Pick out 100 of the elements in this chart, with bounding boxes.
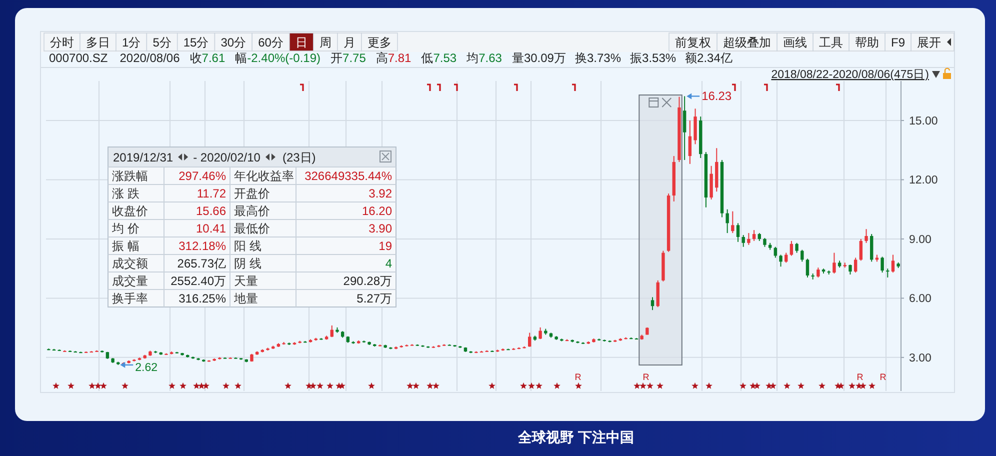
- text: 帮助: [854, 36, 879, 50]
- text: 高: [376, 51, 388, 65]
- annotation: (23日): [282, 150, 316, 164]
- annotation: 振 幅: [112, 239, 140, 253]
- annotation: 换手率: [112, 292, 148, 306]
- annotation: 3.90: [368, 222, 392, 236]
- candlestick: [795, 242, 798, 254]
- annotation: 最高价: [234, 204, 270, 218]
- text: 均: [466, 51, 479, 65]
- annotation: 收盘价: [112, 204, 148, 218]
- candlestick: [790, 240, 794, 256]
- chart-subtitle: 2018/08/22-2020/08/06(475日): [771, 68, 930, 81]
- candlestick: [880, 256, 884, 274]
- annotation: R: [642, 372, 650, 382]
- annotation: 10.41: [196, 222, 226, 236]
- text: 振3.53%: [630, 51, 676, 65]
- text: 7.63: [478, 51, 502, 65]
- y-tick-label: 6.00: [909, 293, 932, 306]
- candlestick: [806, 258, 810, 278]
- candlestick: [779, 254, 782, 268]
- text: 月: [343, 36, 356, 50]
- text: 低: [421, 51, 434, 65]
- text: 工具: [818, 36, 843, 50]
- annotation: 2019/12/31: [113, 150, 174, 164]
- annotation: 297.46%: [178, 169, 226, 183]
- candlestick: [870, 234, 874, 262]
- annotation: R: [856, 372, 864, 382]
- text: 7.61: [202, 51, 226, 65]
- text: 15分: [183, 36, 209, 50]
- text: 画线: [782, 36, 807, 50]
- y-tick-label: 15.00: [909, 115, 938, 128]
- text: 30分: [220, 36, 246, 50]
- annotation: 312.18%: [178, 239, 226, 253]
- text: 周: [319, 36, 332, 50]
- annotation: 11.72: [196, 186, 226, 200]
- annotation: 2552.40万: [170, 274, 226, 288]
- y-tick-label: 9.00: [909, 234, 932, 246]
- y-tick-label: 12.00: [909, 174, 938, 187]
- annotation: 15.66: [196, 204, 226, 218]
- annotation: 265.73亿: [177, 256, 226, 270]
- text: 分时: [50, 36, 74, 50]
- candlestick: [816, 267, 820, 278]
- candlestick: [891, 254, 895, 274]
- candlestick: [710, 165, 713, 200]
- text: 全球视野 下注中国: [517, 429, 634, 445]
- annotation: 阴 线: [234, 256, 262, 270]
- annotation: 均 价: [111, 222, 140, 236]
- candlestick: [650, 296, 654, 311]
- annotation: 4: [385, 256, 392, 270]
- annotation: R: [574, 372, 582, 382]
- annotation: 涨 跌: [112, 186, 140, 200]
- text: 60分: [258, 36, 284, 50]
- annotation: 涨跌幅: [112, 169, 148, 183]
- annotation: 16.23: [702, 89, 732, 104]
- annotation: R: [880, 372, 887, 382]
- candlestick: [538, 326, 542, 340]
- text: 量30.09万: [512, 51, 566, 65]
- candlestick: [682, 96, 686, 160]
- text: 超级叠加: [722, 36, 771, 50]
- annotation: - 2020/02/10: [193, 150, 261, 164]
- text: 7.53: [433, 51, 457, 65]
- annotation: 天量: [234, 274, 258, 288]
- text: 多日: [86, 36, 110, 50]
- candlestick: [694, 108, 697, 145]
- annotation: 年化收益率: [234, 169, 294, 183]
- annotation: 3.92: [368, 186, 392, 200]
- annotation: 成交额: [112, 256, 148, 270]
- annotation: 290.28万: [343, 274, 392, 288]
- text: 7.81: [388, 51, 412, 65]
- candlestick: [656, 280, 660, 308]
- annotation: 326649335.44%: [304, 169, 392, 183]
- candlestick: [848, 264, 852, 276]
- text: 额2.34亿: [685, 51, 732, 65]
- annotation: 地量: [233, 292, 258, 306]
- candlestick: [752, 230, 756, 242]
- candlestick: [731, 210, 734, 234]
- candlestick: [864, 228, 868, 244]
- candlestick: [688, 120, 692, 164]
- candlestick: [832, 252, 836, 274]
- text: 开: [330, 51, 343, 65]
- annotation: 阳 线: [234, 239, 262, 253]
- annotation: 开盘价: [234, 186, 270, 200]
- annotation: 最低价: [234, 222, 270, 236]
- text: 5分: [152, 36, 172, 50]
- text: 更多: [367, 36, 392, 50]
- text: 幅: [235, 51, 248, 65]
- annotation: 316.25%: [178, 292, 226, 306]
- text: 7.75: [342, 51, 366, 65]
- text: 1分: [122, 36, 141, 50]
- text: F9: [890, 36, 906, 50]
- text: 前复权: [674, 36, 711, 50]
- annotation: 5.27万: [356, 292, 392, 306]
- y-tick-label: 3.00: [909, 352, 932, 364]
- candlestick: [736, 222, 740, 242]
- text: 收: [190, 51, 202, 65]
- annotation: 16.20: [362, 204, 392, 218]
- candlestick: [726, 208, 729, 234]
- text: 换3.73%: [574, 51, 622, 65]
- text: 2020/08/06: [120, 51, 180, 65]
- annotation: 2.62: [135, 362, 158, 374]
